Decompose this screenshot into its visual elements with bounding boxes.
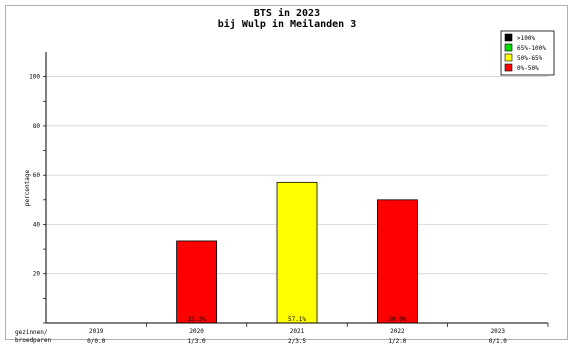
count-label-2023: 0/1.0 (489, 338, 507, 345)
x-tick-label-2019: 2019 (89, 328, 104, 335)
bar-value-label-2022: 50.0% (388, 316, 406, 323)
legend-label: 65%-100% (517, 45, 546, 52)
count-label-2021: 2/3.5 (288, 338, 306, 345)
bar-2021 (276, 181, 318, 324)
bar-value-label-2021: 57.1% (288, 316, 306, 323)
count-label-2020: 1/3.0 (188, 338, 206, 345)
axes (43, 52, 549, 327)
legend-swatch (504, 33, 513, 42)
legend-label: 0%-50% (517, 65, 539, 72)
x-tick-label-2020: 2020 (189, 328, 204, 335)
corner-label-line-2: broedparen (15, 337, 52, 344)
bars (176, 181, 418, 324)
x-tick-label-2021: 2021 (290, 328, 305, 335)
legend-label: 50%-65% (517, 55, 543, 62)
bar-value-label-2020: 33.3% (188, 316, 206, 323)
y-tick-label: 80 (33, 123, 41, 130)
x-tick-label-2023: 2023 (491, 328, 506, 335)
bar-2020 (176, 240, 218, 324)
bar-2022 (376, 199, 418, 324)
legend-swatch (504, 43, 513, 52)
legend-swatch (504, 63, 513, 72)
chart-title: BTS in 2023 (254, 7, 320, 19)
y-axis-label: percentage (24, 170, 31, 207)
tick-labels: 20 40 60 80 100 2019 0/0.0 33.3% 2020 1/3.0 57.1% 2… (29, 74, 507, 345)
y-tick-label: 60 (33, 172, 41, 179)
y-tick-label: 100 (29, 74, 40, 81)
x-tick-label-2022: 2022 (390, 328, 405, 335)
count-label-2022: 1/2.0 (388, 338, 406, 345)
chart-subtitle: bij Wulp in Meilanden 3 (218, 18, 356, 30)
corner-label-line-1: gezinnen/ (15, 329, 48, 336)
count-label-2019: 0/0.0 (87, 338, 105, 345)
legend: >100% 65%-100% 50%-65% 0%-50% (500, 30, 555, 76)
legend-label: >100% (517, 35, 535, 42)
y-tick-label: 40 (33, 221, 41, 228)
y-tick-label: 20 (33, 271, 41, 278)
legend-swatch (504, 53, 513, 62)
